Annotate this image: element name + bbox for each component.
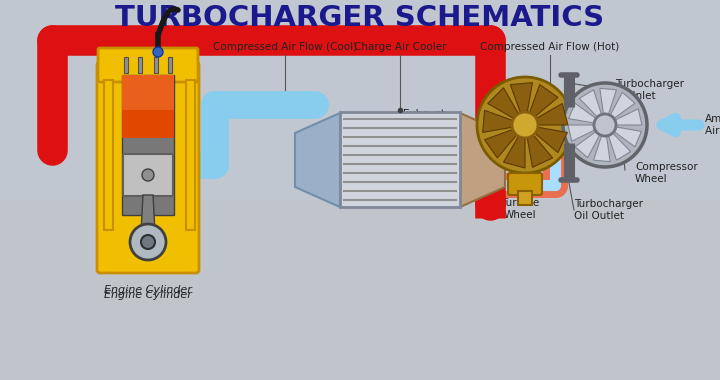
Polygon shape [600,89,616,114]
Text: Charge Air Cooler: Charge Air Cooler [354,42,446,52]
Circle shape [512,112,538,138]
Polygon shape [485,130,516,158]
Polygon shape [537,103,568,125]
Bar [138,57,142,73]
FancyBboxPatch shape [508,173,542,195]
Text: Ambient
Air Inlet: Ambient Air Inlet [705,114,720,136]
Bar [124,57,128,73]
Bar [186,80,195,230]
Polygon shape [482,110,512,133]
Text: Compressed Air Flow (Hot): Compressed Air Flow (Hot) [480,42,620,52]
Polygon shape [608,134,631,160]
Bar [518,191,532,205]
Polygon shape [530,85,558,116]
Polygon shape [615,127,642,147]
Text: Turbocharger
Oil Outlet: Turbocharger Oil Outlet [574,199,643,221]
Polygon shape [140,195,156,250]
Text: Turbocharger
Oil Inlet: Turbocharger Oil Inlet [615,79,684,101]
Circle shape [594,114,616,136]
Bar [154,57,158,73]
Polygon shape [569,103,595,123]
Circle shape [153,47,163,57]
Polygon shape [295,113,340,207]
Polygon shape [616,109,642,125]
Text: Engine Cylinder: Engine Cylinder [104,285,192,295]
Polygon shape [460,113,505,207]
Text: Compressor
Wheel: Compressor Wheel [635,162,698,184]
Bar [567,107,571,143]
Text: Wastegate: Wastegate [390,143,445,153]
Polygon shape [568,125,594,141]
Bar [104,80,113,230]
FancyBboxPatch shape [340,112,460,207]
Bar [122,75,174,110]
Text: Turbine
Wheel: Turbine Wheel [501,198,539,220]
FancyBboxPatch shape [98,48,198,82]
Circle shape [142,169,154,181]
Circle shape [141,235,155,249]
Polygon shape [593,136,610,162]
Bar [122,75,174,138]
Polygon shape [487,88,518,118]
Text: Compressed Air Flow (Cool): Compressed Air Flow (Cool) [213,42,357,52]
Polygon shape [528,136,553,167]
Text: Engine Cylinder: Engine Cylinder [104,290,192,300]
Circle shape [477,77,573,173]
Polygon shape [580,90,601,116]
Polygon shape [575,132,599,158]
Bar [122,75,174,215]
Polygon shape [503,137,525,168]
Circle shape [130,224,166,260]
Polygon shape [611,92,635,118]
Text: TURBOCHARGER SCHEMATICS: TURBOCHARGER SCHEMATICS [115,4,605,32]
Polygon shape [510,83,533,112]
Text: Exhaust
Gas Discharge: Exhaust Gas Discharge [369,109,445,131]
Circle shape [563,83,647,167]
Polygon shape [536,127,567,153]
FancyBboxPatch shape [97,62,199,273]
Bar [168,57,172,73]
FancyBboxPatch shape [123,154,173,196]
